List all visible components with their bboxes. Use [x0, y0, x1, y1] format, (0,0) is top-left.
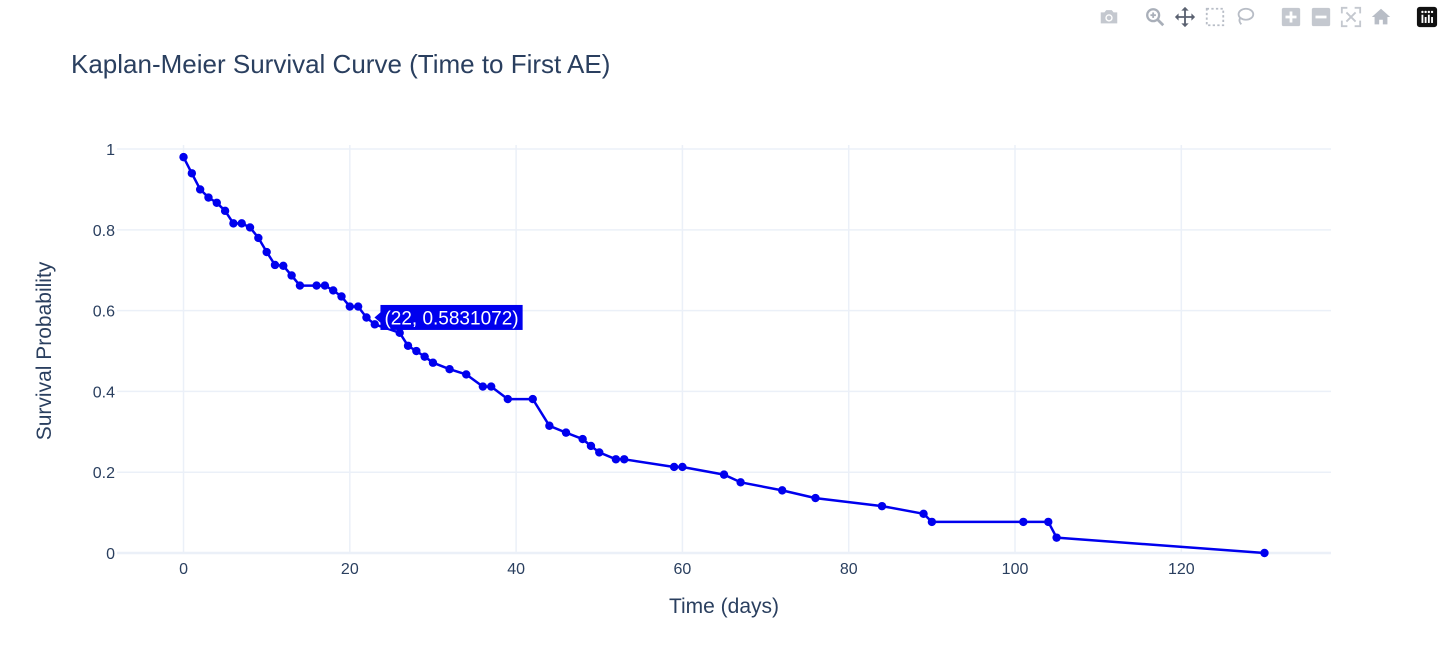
data-point [578, 434, 587, 444]
x-tick-label: 40 [507, 561, 525, 578]
data-point [595, 448, 604, 457]
hover-tooltip-pointer [374, 311, 382, 324]
box-select-icon[interactable] [1200, 4, 1230, 30]
zoom-in-icon[interactable] [1276, 4, 1306, 30]
y-tick-label: 0.6 [93, 304, 115, 321]
y-tick-label: 0.2 [93, 465, 115, 482]
x-axis-ticks: 0 20 40 60 80 100 120 [179, 561, 1195, 578]
data-point [1044, 517, 1053, 527]
data-point [353, 302, 363, 311]
data-point [611, 455, 621, 464]
data-point [220, 206, 230, 216]
y-axis-ticks: 0 0.2 0.4 0.6 0.8 1 [93, 142, 115, 563]
autoscale-icon[interactable] [1336, 4, 1366, 30]
camera-icon[interactable] [1094, 4, 1124, 30]
modebar-group-export [1094, 4, 1124, 30]
data-point [204, 193, 213, 202]
data-point [503, 394, 513, 404]
lasso-select-icon[interactable] [1230, 4, 1260, 30]
data-point [561, 428, 571, 437]
data-point [736, 478, 745, 487]
data-point [811, 493, 820, 503]
data-point [212, 198, 221, 207]
data-point [620, 455, 629, 464]
data-point [179, 152, 188, 162]
data-point [486, 382, 496, 391]
data-point [412, 346, 421, 356]
x-axis-title: Time (days) [669, 595, 779, 618]
data-point [187, 169, 197, 178]
data-point [1019, 517, 1028, 527]
hover-tooltip-label: (22, 0.5831072) [384, 308, 518, 329]
data-point [254, 233, 263, 243]
data-point [719, 470, 729, 479]
data-point [345, 302, 355, 311]
series-line [182, 156, 1265, 555]
data-point [262, 247, 271, 257]
data-point [678, 462, 687, 472]
y-axis-title: Survival Probability [33, 261, 56, 440]
x-tick-label: 0 [179, 561, 188, 578]
hover-tooltip: (22, 0.5831072) [374, 304, 523, 330]
data-point [462, 370, 471, 379]
reset-axes-icon[interactable] [1366, 4, 1396, 30]
x-tick-label: 60 [674, 561, 692, 578]
data-point [237, 219, 246, 228]
x-tick-label: 20 [341, 561, 359, 578]
x-tick-label: 100 [1002, 561, 1029, 578]
plotly-logo-icon[interactable] [1412, 4, 1442, 30]
data-point [927, 517, 937, 527]
zoom-icon[interactable] [1140, 4, 1170, 30]
data-point [586, 441, 596, 451]
data-point [195, 185, 205, 194]
zoom-out-icon[interactable] [1306, 4, 1336, 30]
modebar-group-zoom [1276, 4, 1396, 30]
y-tick-label: 0 [106, 546, 115, 563]
data-point [528, 394, 537, 404]
modebar-group-tools [1140, 4, 1260, 30]
data-point [362, 313, 371, 322]
data-point [1052, 533, 1061, 542]
data-point [428, 358, 438, 367]
modebar [1080, 4, 1442, 30]
pan-icon[interactable] [1170, 4, 1200, 30]
data-point [478, 382, 488, 391]
gridlines [117, 145, 1331, 555]
data-point [287, 271, 296, 280]
y-tick-label: 1 [106, 142, 115, 159]
data-point [328, 286, 338, 295]
data-point [312, 281, 321, 290]
data-point [229, 219, 238, 228]
x-tick-label: 120 [1168, 561, 1195, 578]
data-point [320, 281, 330, 290]
y-tick-label: 0.8 [93, 223, 115, 240]
modebar-group-logo [1412, 4, 1442, 30]
data-point [877, 501, 887, 511]
data-point [420, 352, 429, 361]
data-point [395, 328, 404, 338]
data-point [545, 421, 554, 430]
data-point [279, 261, 288, 270]
hover-tooltip-box [380, 304, 523, 330]
data-point [778, 486, 787, 495]
data-point [337, 292, 346, 301]
x-tick-label: 80 [840, 561, 858, 578]
series-survival [179, 152, 1269, 558]
chart-title: Kaplan-Meier Survival Curve (Time to Fir… [71, 49, 610, 79]
data-point [445, 364, 454, 374]
data-point [245, 223, 255, 232]
data-point [919, 509, 928, 519]
data-point [1260, 548, 1269, 558]
data-point [370, 320, 379, 329]
data-point [270, 260, 280, 270]
y-tick-label: 0.4 [93, 384, 115, 401]
data-point [295, 281, 305, 290]
data-point [403, 341, 413, 350]
data-point [669, 462, 679, 472]
